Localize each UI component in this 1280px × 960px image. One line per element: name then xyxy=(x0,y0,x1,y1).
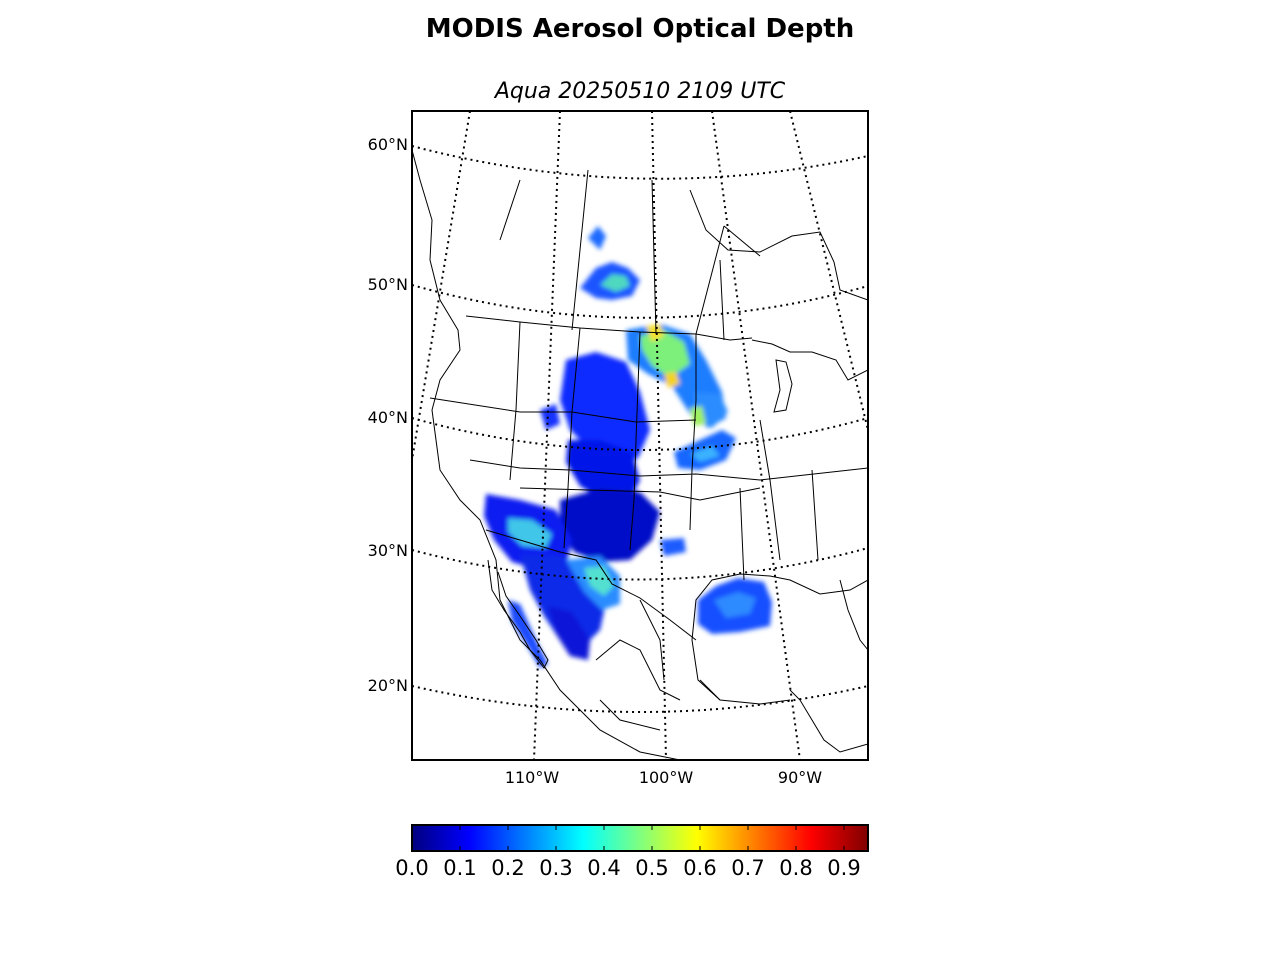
lon-label-110w: 110°W xyxy=(505,768,560,787)
colorbar-tick-label: 0.5 xyxy=(635,856,668,880)
lat-label-50n: 50°N xyxy=(368,275,408,294)
lat-label-20n: 20°N xyxy=(368,676,408,695)
lat-label-30n: 30°N xyxy=(368,541,408,560)
lat-label-60n: 60°N xyxy=(368,135,408,154)
parallel-60n xyxy=(412,145,868,180)
aod-patch-chihuahua-cyan xyxy=(584,566,614,596)
boundary-lines xyxy=(412,149,868,760)
longitude-labels: 110°W 100°W 90°W xyxy=(505,768,822,787)
map-plot-area xyxy=(412,111,868,760)
aod-patch-arizona-cyan xyxy=(508,518,552,548)
parallel-30n xyxy=(412,547,868,581)
central-america-coastline xyxy=(789,689,868,753)
aod-patch-minnesota-green xyxy=(690,406,706,426)
aod-patch-sierra-madre xyxy=(548,606,590,660)
parallel-40n xyxy=(412,417,868,451)
colorbar-tick-label: 0.2 xyxy=(491,856,524,880)
colorbar-tick-label: 0.3 xyxy=(539,856,572,880)
lake-michigan xyxy=(773,359,793,413)
hudson-bay-coastline xyxy=(689,189,868,301)
meridian-80w xyxy=(789,111,868,431)
colorbar-tick-label: 0.1 xyxy=(443,856,476,880)
meridian-110w xyxy=(533,111,561,760)
florida-coastline xyxy=(839,579,868,651)
aod-patch-idaho xyxy=(540,404,560,430)
graticule xyxy=(412,111,868,760)
colorbar-labels: 0.0 0.1 0.2 0.3 0.4 0.5 0.6 0.7 0.8 0.9 xyxy=(395,856,860,880)
pacific-coastline xyxy=(412,149,681,760)
colorbar-tick-label: 0.6 xyxy=(683,856,716,880)
meridian-100w xyxy=(651,111,667,760)
aod-patch-wyoming xyxy=(560,352,650,466)
aod-patch-dakota-core xyxy=(640,330,690,378)
aod-patch-kansas-core xyxy=(690,446,720,462)
latitude-labels: 60°N 50°N 40°N 30°N 20°N xyxy=(368,135,408,695)
aod-patch-saskatchewan-core xyxy=(600,274,630,292)
lat-label-40n: 40°N xyxy=(368,408,408,427)
meridian-90w xyxy=(711,111,801,760)
colorbar-fill xyxy=(412,825,868,851)
state-lines xyxy=(429,259,868,581)
map-subtitle: Aqua 20250510 2109 UTC xyxy=(494,79,786,104)
colorbar-frame xyxy=(411,824,869,852)
mexico-state-lines xyxy=(595,599,721,731)
colorbar-tick-label: 0.4 xyxy=(587,856,620,880)
aod-patch-saskatchewan-north xyxy=(588,226,606,250)
aod-patch-dakota-hotspot2 xyxy=(664,372,680,388)
us-mexico-border xyxy=(485,529,697,641)
colorbar-tick-label: 0.0 xyxy=(395,856,428,880)
aod-patch-colorado xyxy=(566,440,640,504)
great-lakes-coastline xyxy=(751,339,868,381)
map-frame xyxy=(411,110,869,761)
colorbar: 0.0 0.1 0.2 0.3 0.4 0.5 0.6 0.7 0.8 0.9 xyxy=(395,824,869,880)
aod-patch-texas-west xyxy=(660,538,686,556)
colorbar-tick-label: 0.9 xyxy=(827,856,860,880)
parallel-20n xyxy=(412,685,868,713)
aod-patch-new-mexico xyxy=(560,488,660,562)
aod-patch-gulf-light xyxy=(714,592,756,618)
lon-label-90w: 90°W xyxy=(778,768,822,787)
province-lines xyxy=(499,169,761,335)
figure-title: MODIS Aerosol Optical Depth xyxy=(425,14,855,44)
meridian-120w xyxy=(412,111,471,461)
colorbar-tick-label: 0.8 xyxy=(779,856,812,880)
aod-field xyxy=(484,226,772,668)
baja-coastline xyxy=(487,559,549,669)
colorbar-tick-label: 0.7 xyxy=(731,856,764,880)
lon-label-100w: 100°W xyxy=(639,768,694,787)
